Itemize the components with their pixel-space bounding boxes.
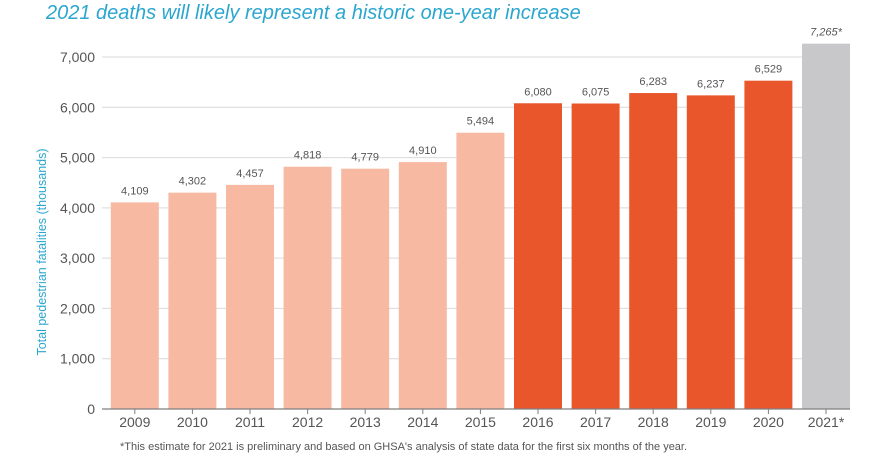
x-tick-label: 2009 <box>119 414 150 430</box>
x-tick-label: 2014 <box>407 414 438 430</box>
data-label: 6,529 <box>755 64 783 76</box>
y-tick-label: 6,000 <box>60 99 95 115</box>
chart-title: 2021 deaths will likely represent a hist… <box>46 2 581 24</box>
bar-2013 <box>341 168 390 409</box>
bar-2018 <box>629 93 678 409</box>
data-label: 6,080 <box>524 86 552 98</box>
data-label: 6,283 <box>639 76 667 88</box>
y-tick-label: 0 <box>87 401 95 417</box>
bar-2014 <box>398 162 447 409</box>
bar-2009 <box>110 202 159 409</box>
x-tick-label: 2013 <box>350 414 381 430</box>
data-label: 4,457 <box>236 168 264 180</box>
x-tick-label: 2015 <box>465 414 496 430</box>
y-tick-label: 7,000 <box>60 49 95 65</box>
bar-2012 <box>283 166 332 409</box>
bar-2019 <box>686 95 735 410</box>
y-axis-label: Total pedestrian fatalities (thousands) <box>35 148 49 355</box>
data-label: 5,494 <box>467 116 495 128</box>
x-tick-label: 2021* <box>808 414 845 430</box>
x-tick-label: 2019 <box>695 414 726 430</box>
bar-2016 <box>514 103 562 410</box>
y-tick-label: 5,000 <box>60 150 95 166</box>
x-tick-label: 2012 <box>292 414 323 430</box>
bar-2010 <box>168 192 217 409</box>
data-label: 4,910 <box>409 145 437 157</box>
bar-2021* <box>802 43 850 409</box>
bar-2020 <box>744 80 793 409</box>
data-label: 6,075 <box>582 87 610 99</box>
x-tick-label: 2011 <box>235 414 265 430</box>
bar-2017 <box>571 103 620 409</box>
y-tick-label: 1,000 <box>60 351 95 367</box>
x-tick-label: 2016 <box>522 414 553 430</box>
data-label: 6,237 <box>697 78 725 90</box>
x-tick-label: 2020 <box>753 414 784 430</box>
footnote: *This estimate for 2021 is preliminary a… <box>120 441 688 453</box>
data-label: 4,779 <box>351 152 379 164</box>
y-tick-label: 3,000 <box>60 250 95 266</box>
y-tick-label: 4,000 <box>60 200 95 216</box>
data-label: 4,818 <box>294 150 322 162</box>
bars: 4,109 4,302 4,457 4,818 4,779 4,910 5,494 6,080… <box>110 27 850 410</box>
bar-2015 <box>456 132 505 409</box>
data-label: 4,109 <box>121 185 149 197</box>
y-tick-label: 2,000 <box>60 300 95 316</box>
data-label: 4,302 <box>179 176 207 188</box>
x-tick-label: 2017 <box>580 414 611 430</box>
data-label: 7,265* <box>810 27 843 39</box>
bar-2011 <box>226 184 274 409</box>
x-tick-label: 2018 <box>638 414 669 430</box>
axes: 0 1,000 2,000 3,000 4,000 5,000 6,000 7,000 2009… <box>60 49 850 430</box>
x-tick-label: 2010 <box>177 414 208 430</box>
